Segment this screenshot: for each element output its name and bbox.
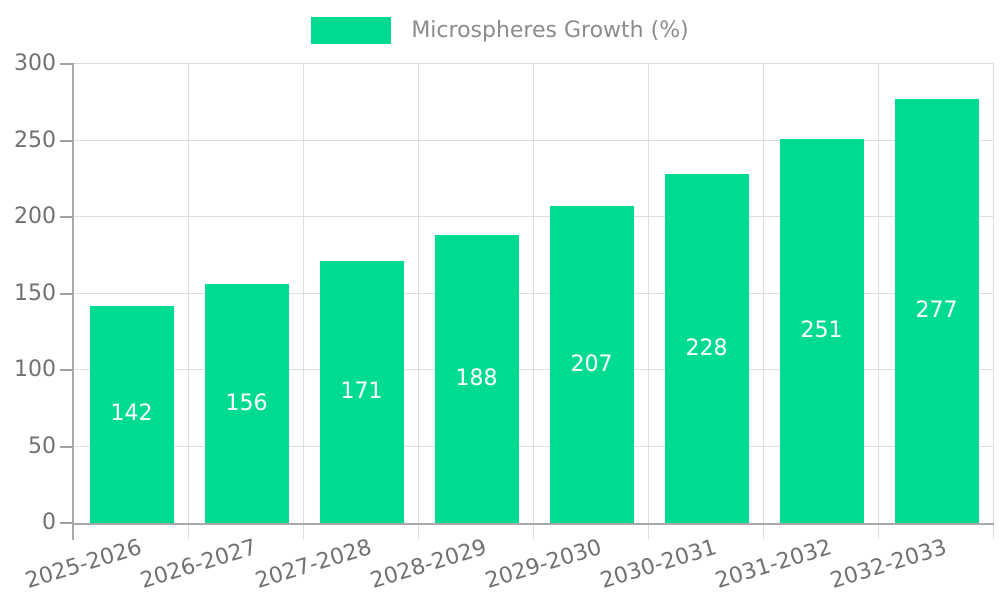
gridline-vertical bbox=[878, 64, 879, 523]
x-axis-tick bbox=[878, 523, 879, 539]
legend-swatch bbox=[311, 17, 392, 44]
x-axis-tick bbox=[993, 523, 994, 539]
gridline-horizontal bbox=[74, 292, 994, 294]
y-axis-tick bbox=[60, 369, 74, 371]
x-axis-tick bbox=[303, 523, 304, 539]
bar bbox=[319, 261, 404, 523]
bar-value-label: 228 bbox=[685, 335, 728, 361]
chart-legend[interactable]: Microspheres Growth (%) bbox=[0, 17, 1000, 44]
gridline-horizontal bbox=[74, 216, 994, 217]
bar-value-label: 277 bbox=[915, 298, 958, 324]
gridline-horizontal bbox=[74, 63, 994, 64]
y-axis-tick bbox=[60, 139, 74, 142]
gridline-horizontal bbox=[74, 445, 994, 447]
gridline-horizontal bbox=[74, 139, 994, 141]
bar bbox=[89, 305, 174, 523]
y-axis-label: 100 bbox=[14, 357, 56, 382]
bar-value-label: 156 bbox=[225, 390, 268, 416]
y-axis-tick bbox=[60, 63, 74, 65]
x-axis-tick bbox=[418, 523, 419, 539]
x-axis-line bbox=[72, 523, 994, 525]
bar bbox=[204, 284, 289, 523]
y-axis-label: 50 bbox=[28, 433, 56, 459]
y-axis-line bbox=[72, 64, 74, 540]
plot-area: 0 50 100 150 200 250 300 142 2025-2026 156 2026-20… bbox=[14, 51, 994, 594]
bar bbox=[664, 174, 749, 523]
y-axis-label: 300 bbox=[14, 51, 56, 76]
bar bbox=[779, 138, 864, 523]
y-axis-label: 0 bbox=[42, 510, 56, 535]
bar bbox=[434, 235, 519, 523]
gridline-vertical bbox=[533, 64, 534, 523]
gridline-vertical bbox=[188, 64, 189, 523]
gridline-vertical bbox=[763, 64, 764, 523]
bar bbox=[549, 206, 634, 523]
y-axis-label: 200 bbox=[14, 204, 56, 229]
x-axis-tick bbox=[533, 523, 534, 539]
bar-value-label: 142 bbox=[110, 401, 153, 427]
x-axis-tick bbox=[648, 523, 649, 539]
gridline-horizontal bbox=[74, 369, 994, 370]
x-axis-tick bbox=[188, 523, 189, 539]
y-axis-label: 150 bbox=[14, 280, 56, 306]
x-axis-tick bbox=[763, 523, 764, 539]
bar-value-label: 207 bbox=[570, 351, 613, 377]
y-axis-tick bbox=[60, 216, 74, 218]
bar-value-label: 171 bbox=[340, 379, 383, 405]
gridline-vertical bbox=[648, 64, 649, 523]
legend-label: Microspheres Growth (%) bbox=[411, 18, 689, 43]
gridline-vertical bbox=[993, 64, 994, 523]
gridline-vertical bbox=[418, 64, 419, 523]
y-axis-tick bbox=[60, 292, 74, 295]
y-axis-tick bbox=[60, 445, 74, 448]
bar bbox=[894, 99, 979, 523]
gridline-vertical bbox=[303, 64, 304, 523]
y-axis-label: 250 bbox=[14, 127, 56, 153]
bar-value-label: 251 bbox=[800, 317, 843, 343]
y-axis-tick bbox=[60, 522, 74, 524]
bar-value-label: 188 bbox=[455, 366, 498, 392]
